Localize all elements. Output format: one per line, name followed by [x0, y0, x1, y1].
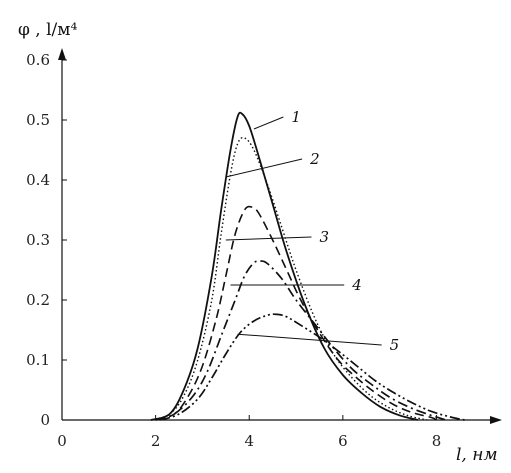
- x-tick-label: 2: [151, 432, 161, 450]
- x-tick-label: 8: [432, 432, 442, 450]
- series-label-4: 4: [351, 276, 362, 294]
- x-tick-label: 0: [57, 432, 67, 450]
- y-axis-title: φ , l/м⁴: [18, 20, 78, 40]
- x-tick-label: 6: [338, 432, 348, 450]
- series-line-3: [155, 205, 437, 421]
- y-tick-label: 0.1: [26, 351, 50, 369]
- y-axis-arrow: [58, 48, 66, 60]
- series-line-2: [150, 136, 428, 421]
- y-tick-label: 0.6: [26, 51, 50, 69]
- x-tick-label: 4: [244, 432, 254, 450]
- y-tick-label: 0.5: [26, 111, 50, 129]
- leader-line-2: [225, 158, 303, 178]
- annotation-group: 1 2 3 4 5: [225, 108, 400, 354]
- series-label-2: 2: [309, 150, 320, 168]
- leader-line-1: [253, 116, 284, 130]
- series-label-1: 1: [291, 108, 301, 126]
- y-tick-label: 0.4: [26, 171, 50, 189]
- y-tick-label: 0: [40, 411, 50, 429]
- tick-group: 0 0.1 0.2 0.3 0.4 0.5 0.6 0 2 4 6 8: [26, 51, 441, 450]
- axes: [58, 48, 502, 424]
- series-label-3: 3: [319, 228, 329, 246]
- leader-line-5: [237, 333, 382, 346]
- series-line-1: [150, 111, 418, 421]
- y-tick-label: 0.3: [26, 231, 50, 249]
- leader-line-3: [225, 236, 312, 241]
- series-line-5: [160, 313, 465, 421]
- series-label-5: 5: [390, 336, 400, 354]
- series-line-4: [155, 259, 447, 421]
- series-group: [150, 111, 465, 421]
- y-tick-label: 0.2: [26, 291, 50, 309]
- x-axis-arrow: [490, 416, 502, 424]
- x-axis-title: l, нм: [456, 445, 498, 465]
